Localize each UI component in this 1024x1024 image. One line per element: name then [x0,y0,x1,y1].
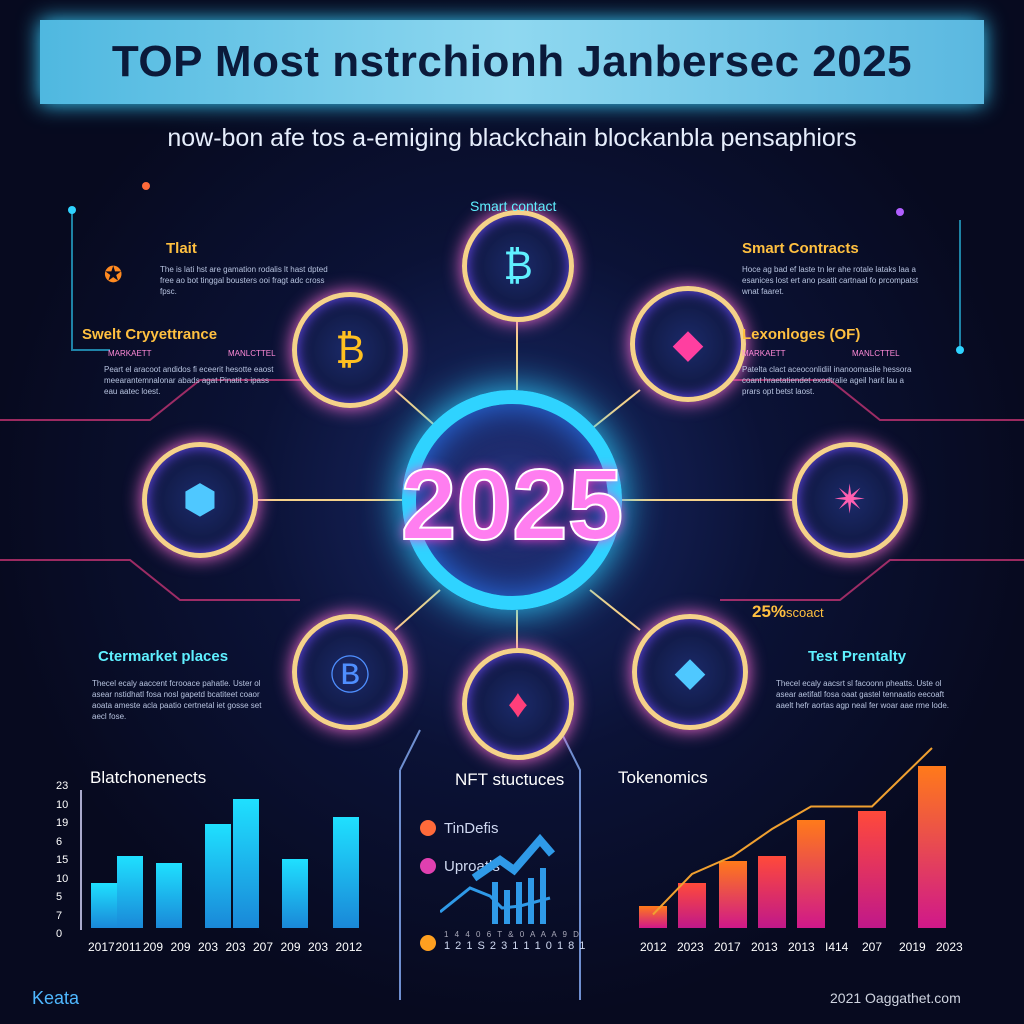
percent-label: scoact [786,605,824,620]
footer-logo: Keata [32,988,80,1008]
uproatls-legend-icon [420,858,436,874]
x-tick-label: 2012 [640,940,667,954]
y-tick-label: 6 [56,835,63,848]
y-tick-label: 0 [56,928,63,940]
section-body: Thecel ecaly aacsrt sl facoonn pheatts. … [776,679,949,710]
percent-value: 25% [752,602,787,621]
chart-title-tokenomics: Tokenomics [618,768,708,787]
x-tick-label: 209 [143,940,164,954]
crystal-node[interactable]: ◆ [632,614,748,730]
y-tick-label: 7 [56,909,63,922]
bar [758,856,786,928]
digit-row: 1 4 4 0 6 T & 0 A A A 9 D [444,930,581,939]
bar [205,823,231,928]
y-tick-label: 5 [56,891,63,903]
gem-icon: ◆ [672,322,704,366]
page-title: TOP Most nstrchionh Janbersec 2025 [111,37,913,86]
bar [282,858,308,928]
section-title: Smart Contracts [742,240,859,257]
y-tick-label: 23 [56,780,69,792]
section-title: Ctermarket places [98,648,229,665]
trend-line [652,747,933,916]
y-tick-label: 15 [56,854,69,866]
bar [858,811,886,928]
bar [678,883,706,928]
logo-icon: ✪ [104,262,123,287]
x-tick-label: 2013 [751,940,778,954]
bar [333,816,359,928]
label-smart-contact: Smart contact [470,198,557,214]
bar [639,905,667,928]
x-tick-label: 2017 [714,940,741,954]
bitcoin-node-top[interactable]: ₿ [462,210,574,322]
x-tick-label: 209 [170,940,191,954]
x-tick-label: 2011 [115,940,142,954]
footer-credit: 2021 Oaggathet.com [830,990,961,1006]
x-tick-label: I414 [825,940,849,954]
bar [117,855,143,928]
digit-row: 1 2 1 S 2 3 1 1 1 0 1 8 1 [444,940,587,952]
chart-title-blatchonenects: Blatchonenects [90,768,207,787]
x-tick-label: 203 [198,940,219,954]
polyhedron-node-left[interactable]: ⬢ [142,442,258,558]
bitcoin-node-gold[interactable]: ₿ [292,292,408,408]
bar [233,798,259,928]
section-title: Test Prentalty [808,648,907,665]
section-title: Tlait [166,240,197,257]
nft-trend-graphic [440,833,556,924]
section-body: Peart el aracoot andidos fi eceerit heso… [104,365,274,396]
section-body: Patelta clact aceoconlidiil inanoomasile… [742,365,912,396]
y-tick-label: 10 [56,798,69,811]
section-title: Lexonloges (OF) [742,326,861,343]
crystal-icon: ◆ [674,650,706,694]
bar [918,766,946,928]
tag: MARKAETT [108,349,152,358]
network-node-right[interactable]: ✴ [792,442,908,558]
bitcoin-icon: ₿ [503,243,533,288]
bar [156,862,182,928]
x-tick-label: 207 [862,940,883,954]
coin-icon [420,935,436,951]
x-tick-label: 2023 [936,940,963,954]
section-body: The is lati hst are gamation rodalis lt … [160,265,328,296]
gem-node-pink[interactable]: ◆ [630,286,746,402]
bar [719,860,747,928]
center-year: 2025 [400,448,624,562]
bar [797,820,825,928]
x-tick-label: 207 [253,940,274,954]
section-title: Swelt Cryyettrance [82,326,218,343]
percent-stat: 25%scoact [752,602,824,622]
x-tick-label: 2017 [88,940,115,954]
y-axis [80,790,82,930]
tag: MANLCTTEL [852,349,900,358]
diamond-node[interactable]: ♦ [462,648,574,760]
tindefis-legend-icon [420,820,436,836]
title-banner: TOP Most nstrchionh Janbersec 2025 [40,20,984,104]
legend-tindefis: TinDefis [444,820,499,837]
diamond-icon: ♦ [507,681,529,726]
section-body: Hoce ag bad ef laste tn ler ahe rotale l… [742,265,919,296]
x-tick-label: 2023 [677,940,704,954]
network-icon: ✴ [833,478,867,522]
y-tick-label: 10 [56,872,69,885]
b-coin-node[interactable]: Ⓑ [292,614,408,730]
x-tick-label: 203 [308,940,329,954]
b-coin-icon: Ⓑ [330,654,370,698]
y-tick-label: 19 [56,817,69,829]
x-tick-label: 2012 [335,940,363,954]
x-tick-label: 2013 [788,940,815,954]
section-body: Thecel ecaly aaccent fcrooace pahatle. U… [92,679,262,721]
bar [91,883,117,928]
tag: MARKAETT [742,349,786,358]
x-tick-label: 2019 [899,940,926,954]
chart-title-nft: NFT stuctuces [455,770,565,789]
tag: MANLCTTEL [228,349,276,358]
subtitle: now-bon afe tos a-emiging blackchain blo… [167,124,857,152]
x-tick-label: 209 [280,940,301,954]
polyhedron-icon: ⬢ [182,478,218,522]
bitcoin-icon: ₿ [335,327,365,372]
x-tick-label: 203 [225,940,246,954]
